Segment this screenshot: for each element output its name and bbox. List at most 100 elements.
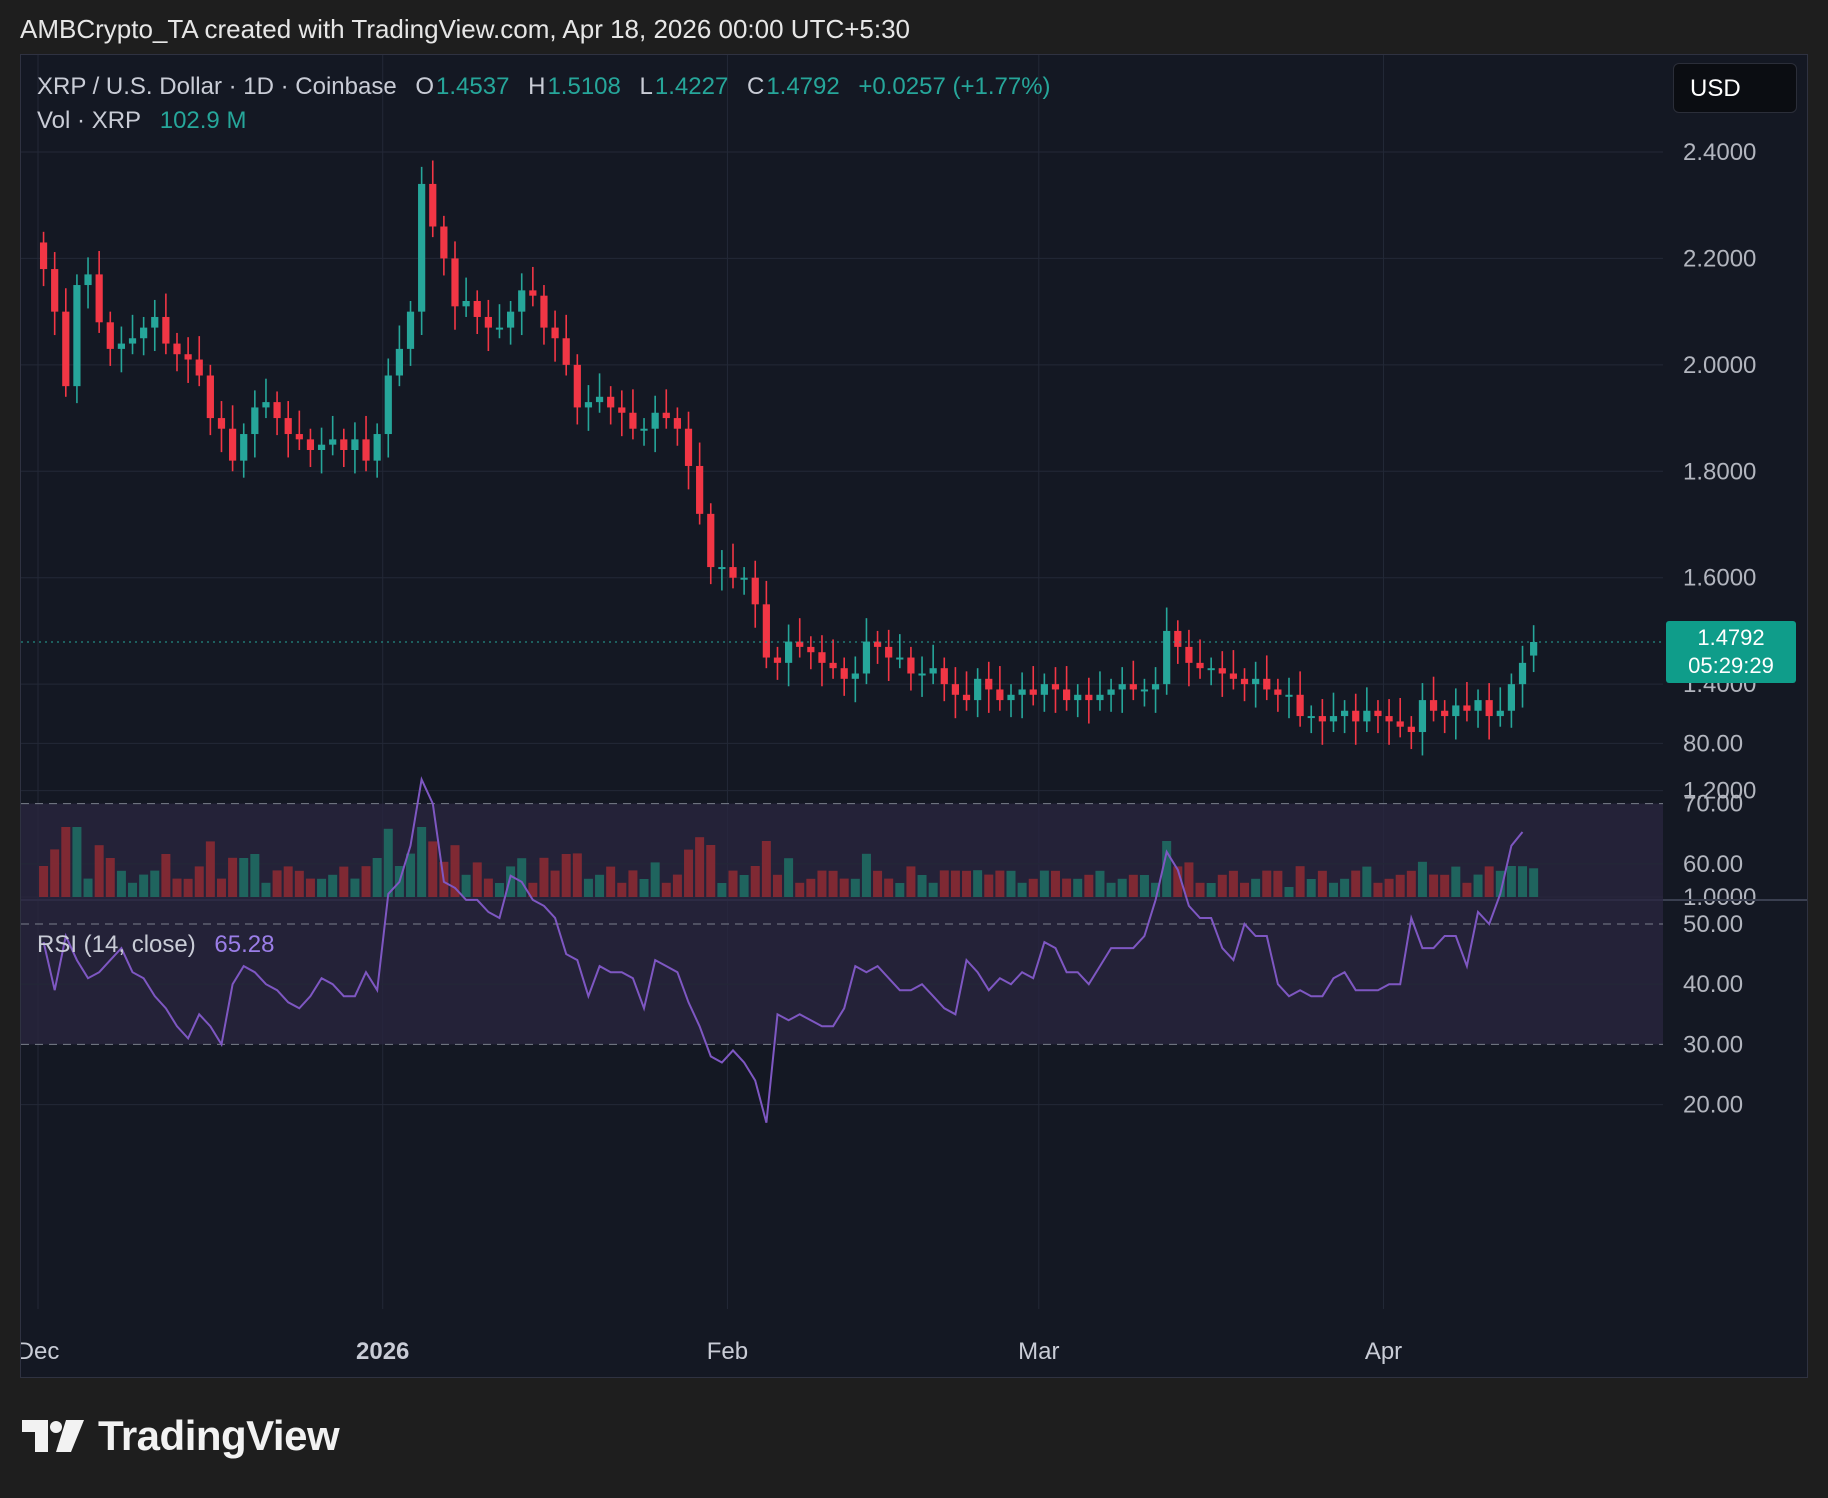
volume-bar <box>939 870 949 897</box>
candle-body <box>1429 700 1438 711</box>
candle-body <box>1029 689 1037 695</box>
volume-bar <box>1506 866 1516 897</box>
volume-bar <box>1362 866 1372 897</box>
candle-body <box>329 439 337 445</box>
candle-body <box>1285 694 1293 697</box>
volume-bar <box>850 878 860 897</box>
volume-bar <box>661 882 671 897</box>
volume-bar <box>1495 870 1505 897</box>
volume-bar <box>628 870 638 897</box>
volume-bar <box>1240 882 1250 897</box>
volume-bar <box>1073 878 1083 897</box>
candle-body <box>885 646 893 658</box>
volume-bar <box>1062 878 1072 897</box>
candle-body <box>807 646 815 653</box>
symbol-label[interactable]: XRP / U.S. Dollar · 1D · Coinbase <box>37 73 397 100</box>
volume-bar <box>717 883 727 897</box>
candle-body <box>1063 689 1071 701</box>
candle-body <box>217 418 226 429</box>
rsi-tick-label: 50.00 <box>1683 911 1743 938</box>
candle-body <box>896 657 904 660</box>
candle-body <box>1151 684 1160 690</box>
candle-body <box>39 242 48 270</box>
candle-body <box>951 684 959 695</box>
volume-bar <box>1462 882 1472 897</box>
candle-body <box>284 418 292 435</box>
candle-body <box>840 668 848 679</box>
volume-bar <box>1451 866 1461 897</box>
candle-body <box>473 301 481 317</box>
candle-body <box>1318 716 1326 722</box>
volume-bar <box>1328 882 1338 897</box>
price-tick-label: 2.0000 <box>1683 352 1756 379</box>
time-tick-label: Apr <box>1365 1338 1402 1365</box>
tradingview-brand[interactable]: TradingView <box>22 1412 340 1460</box>
candle-body <box>273 402 281 419</box>
volume-bar <box>216 878 226 897</box>
volume-bar <box>706 845 716 897</box>
volume-bar <box>950 870 960 897</box>
volume-bar <box>1529 868 1539 897</box>
volume-bar <box>539 857 549 897</box>
volume-bar <box>39 866 49 897</box>
volume-bar <box>1050 870 1060 897</box>
candle-body <box>1296 694 1304 717</box>
tradingview-logo-icon <box>22 1420 84 1452</box>
volume-bar <box>828 870 838 897</box>
candle-body <box>518 290 526 312</box>
chart-canvas[interactable]: 2.40002.20002.00001.80001.60001.40001.20… <box>21 55 1808 1378</box>
volume-bar <box>1317 870 1327 897</box>
candle-body <box>1463 705 1471 711</box>
time-tick-label: Mar <box>1018 1338 1059 1365</box>
candle-body <box>1352 710 1360 722</box>
bar-countdown: 05:29:29 <box>1688 653 1774 678</box>
volume-bar <box>1484 866 1494 897</box>
volume-label[interactable]: Vol · XRP <box>37 107 142 134</box>
volume-bar <box>161 854 171 897</box>
candle-body <box>551 327 559 339</box>
volume-bar <box>205 841 215 897</box>
volume-bar <box>806 878 816 897</box>
candle-body <box>362 439 370 461</box>
volume-bar <box>917 875 927 897</box>
candle-body <box>1074 694 1082 701</box>
price-tick-label: 2.4000 <box>1683 139 1756 166</box>
candle-body <box>862 641 871 674</box>
time-tick-label: Dec <box>21 1338 59 1365</box>
rsi-label[interactable]: RSI (14, close) <box>37 931 196 958</box>
volume-bar <box>1284 887 1294 897</box>
candle-body <box>1329 716 1338 722</box>
candle-body <box>1385 716 1393 722</box>
volume-bar <box>72 827 82 897</box>
currency-button[interactable]: USD <box>1673 63 1797 113</box>
candle-body <box>1452 705 1460 717</box>
volume-bar <box>50 849 60 897</box>
volume-bar <box>261 882 271 897</box>
volume-bar <box>450 845 460 897</box>
volume-bar <box>906 866 916 897</box>
volume-bar <box>1039 870 1049 897</box>
volume-bar <box>183 878 193 897</box>
candle-body <box>974 678 982 701</box>
chart-frame[interactable]: 2.4000 2.2000 2.0000 1.8000 1.6000 1.4000 1.20… <box>20 54 1808 1378</box>
volume-bar <box>1473 874 1483 897</box>
volume-bar <box>517 858 527 897</box>
candle-body <box>573 364 581 408</box>
candle-body <box>1207 668 1215 671</box>
candle-body <box>1496 710 1504 717</box>
volume-bar <box>383 828 393 897</box>
volume-bar <box>172 878 182 897</box>
candle-body <box>562 338 570 365</box>
volume-bar <box>350 878 360 897</box>
volume-bar <box>1095 870 1105 897</box>
candle-body <box>1118 684 1126 690</box>
volume-bar <box>317 878 327 897</box>
rsi-tick-label: 60.00 <box>1683 851 1743 878</box>
candle-body <box>173 343 181 355</box>
candle-body <box>1096 694 1104 701</box>
candle-body <box>907 657 915 674</box>
volume-bar <box>1384 878 1394 897</box>
volume-bar <box>406 853 416 897</box>
candle-body <box>918 673 926 676</box>
candle-body <box>440 226 448 259</box>
